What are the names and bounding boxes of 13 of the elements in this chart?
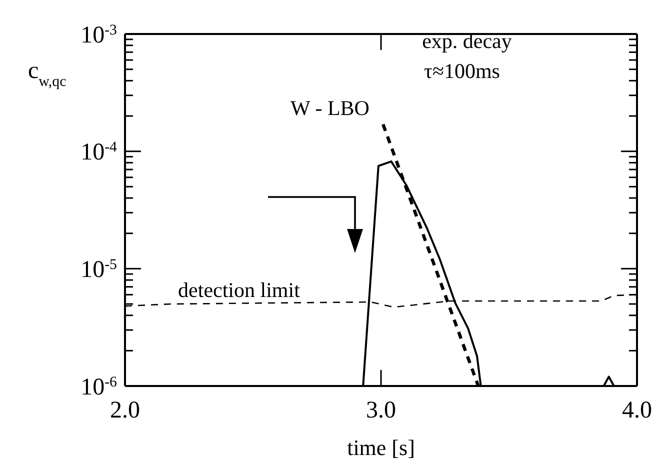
y-axis-title: c$_{w,qc}$	[28, 58, 67, 90]
x-tick-label: 2.0	[110, 398, 140, 424]
y-tick-label: 10$^{-5}$	[80, 257, 117, 284]
annotation: exp. decay	[422, 29, 512, 53]
x-tick-label: 4.0	[622, 398, 652, 424]
annotation: W - LBO	[290, 96, 370, 120]
y-tick-label: 10$^{-4}$	[80, 140, 118, 166]
x-tick-label: 3.0	[366, 398, 396, 424]
annotation: detection limit	[178, 278, 300, 302]
y-tick-label: 10$^{-3}$	[80, 22, 117, 48]
y-tick-label: 10$^{-6}$	[80, 374, 117, 400]
annotation: τ≈100ms	[424, 59, 500, 83]
x-axis-title: time [s]	[347, 435, 415, 460]
